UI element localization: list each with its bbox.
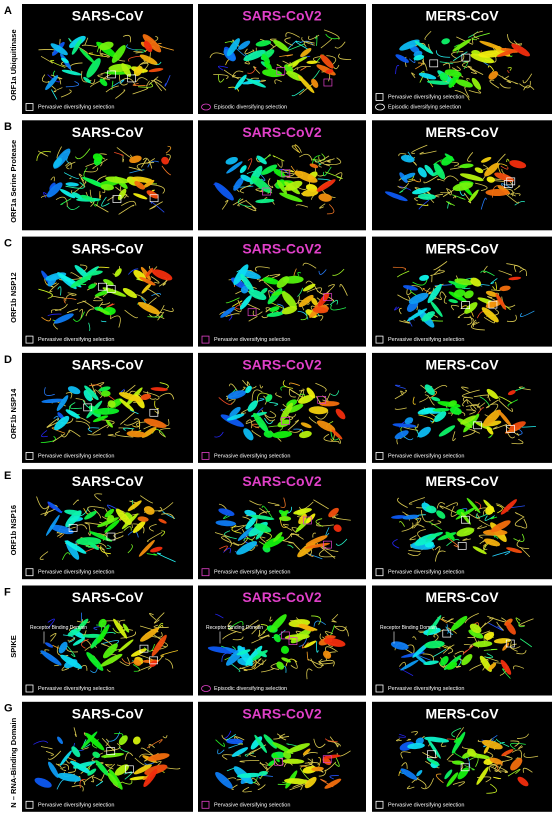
- panel-letter: F: [4, 586, 11, 598]
- legend-text: Pervasive diversifying selection: [38, 802, 114, 808]
- legend-text: Pervasive diversifying selection: [388, 686, 464, 692]
- row-label: ORF1b NSP16: [9, 505, 18, 555]
- legend-text: Pervasive diversifying selection: [214, 337, 290, 343]
- panel-title: SARS-CoV2: [242, 706, 322, 722]
- panel-title: MERS-CoV: [425, 473, 499, 489]
- panel-title: SARS-CoV2: [242, 473, 322, 489]
- row-label: N – RNA-Binding Domain: [9, 717, 18, 807]
- legend-text: Pervasive diversifying selection: [38, 570, 114, 576]
- legend-text: Episodic diversifying selection: [214, 686, 287, 692]
- panel-title: SARS-CoV: [72, 357, 144, 373]
- legend-text: Pervasive diversifying selection: [388, 802, 464, 808]
- panel-letter: C: [4, 238, 12, 250]
- panel-letter: G: [4, 703, 13, 715]
- panel-title: MERS-CoV: [425, 8, 499, 24]
- row-label: ORF1a Ubiquitinase: [9, 29, 18, 100]
- panel-title: SARS-CoV: [72, 706, 144, 722]
- panel-title: MERS-CoV: [425, 240, 499, 256]
- annotation: Receptor Binding Domain: [380, 625, 437, 631]
- legend-text: Pervasive diversifying selection: [388, 453, 464, 459]
- legend-text: Pervasive diversifying selection: [388, 94, 464, 100]
- strand: [485, 189, 509, 196]
- panel-title: SARS-CoV2: [242, 240, 322, 256]
- panel-title: SARS-CoV: [72, 8, 144, 24]
- legend-text: Pervasive diversifying selection: [214, 802, 290, 808]
- panel-title: SARS-CoV: [72, 589, 144, 605]
- panel-letter: B: [4, 121, 12, 133]
- legend-text: Episodic diversifying selection: [388, 104, 461, 110]
- panel-title: MERS-CoV: [425, 357, 499, 373]
- annotation: Receptor Binding Domain: [30, 625, 87, 631]
- panel-title: SARS-CoV2: [242, 357, 322, 373]
- legend-text: Pervasive diversifying selection: [388, 337, 464, 343]
- legend-text: Pervasive diversifying selection: [38, 453, 114, 459]
- panel-letter: D: [4, 354, 12, 366]
- row-label: ORF1a Serine Protease: [9, 140, 18, 223]
- row-label: ORF1b NSP14: [9, 388, 18, 439]
- legend-text: Pervasive diversifying selection: [38, 337, 114, 343]
- panel-letter: E: [4, 470, 11, 482]
- panel-title: SARS-CoV: [72, 473, 144, 489]
- panel-title: MERS-CoV: [425, 124, 499, 140]
- panel-title: SARS-CoV2: [242, 8, 322, 24]
- legend-text: Pervasive diversifying selection: [38, 686, 114, 692]
- panel-title: SARS-CoV2: [242, 124, 322, 140]
- annotation: Receptor Binding Domain: [206, 625, 263, 631]
- legend-text: Episodic diversifying selection: [214, 104, 287, 110]
- panel-title: SARS-CoV2: [242, 589, 322, 605]
- legend-text: Pervasive diversifying selection: [38, 104, 114, 110]
- legend-text: Pervasive diversifying selection: [214, 570, 290, 576]
- legend-text: Pervasive diversifying selection: [388, 570, 464, 576]
- row-label: SPIKE: [9, 635, 18, 658]
- panel-title: MERS-CoV: [425, 706, 499, 722]
- legend-text: Pervasive diversifying selection: [214, 453, 290, 459]
- panel-title: SARS-CoV: [72, 240, 144, 256]
- panel-letter: A: [4, 5, 12, 17]
- panel-title: SARS-CoV: [72, 124, 144, 140]
- panel-title: MERS-CoV: [425, 589, 499, 605]
- row-label: ORF1b NSP12: [9, 272, 18, 322]
